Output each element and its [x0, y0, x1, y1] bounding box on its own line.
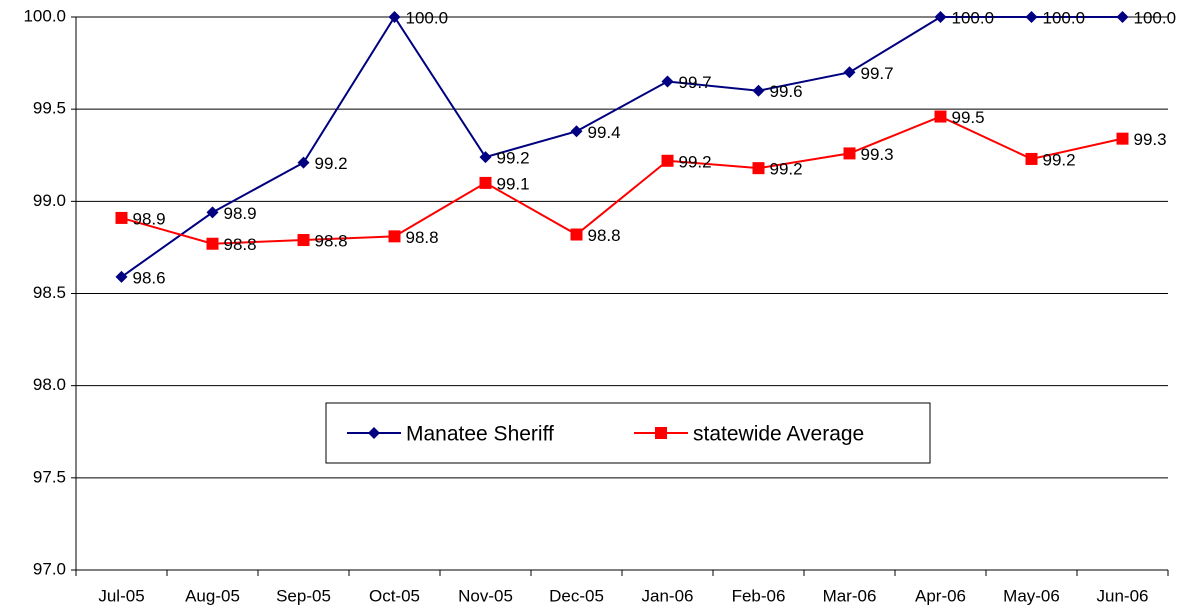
data-label: 99.3 — [861, 145, 894, 164]
data-label: 100.0 — [1134, 8, 1177, 27]
data-point — [661, 75, 674, 88]
data-label: 98.8 — [588, 226, 621, 245]
data-label: 99.6 — [770, 82, 803, 101]
data-label: 98.8 — [406, 228, 439, 247]
data-label: 98.6 — [133, 268, 166, 287]
y-tick-label: 98.5 — [33, 283, 66, 302]
data-label: 98.8 — [315, 232, 348, 251]
data-point — [661, 154, 674, 167]
y-tick-label: 99.5 — [33, 99, 66, 118]
x-tick-label: May-06 — [1003, 586, 1060, 605]
data-point — [297, 234, 310, 247]
x-tick-label: Aug-05 — [185, 586, 240, 605]
y-tick-label: 100.0 — [23, 6, 66, 25]
data-label: 99.2 — [679, 152, 712, 171]
data-point — [297, 156, 310, 169]
data-point — [479, 176, 492, 189]
data-label: 98.9 — [133, 209, 166, 228]
y-tick-label: 98.0 — [33, 375, 66, 394]
data-point — [479, 151, 492, 164]
data-point — [570, 125, 583, 138]
series-line — [120, 15, 1123, 278]
legend-marker — [655, 427, 667, 439]
x-tick-label: Apr-06 — [915, 586, 966, 605]
data-label: 100.0 — [1043, 8, 1086, 27]
data-point — [752, 84, 765, 97]
data-point — [206, 206, 219, 219]
data-label: 99.2 — [770, 160, 803, 179]
data-point — [115, 270, 128, 283]
data-label: 98.8 — [224, 235, 257, 254]
x-tick-label: Feb-06 — [732, 586, 786, 605]
legend-box — [325, 402, 931, 464]
y-tick-label: 97.5 — [33, 467, 66, 486]
x-tick-label: Jan-06 — [642, 586, 694, 605]
series-line — [121, 115, 1123, 245]
x-tick-label: Nov-05 — [458, 586, 513, 605]
y-tick-label: 99.0 — [33, 191, 66, 210]
data-label: 99.7 — [679, 73, 712, 92]
legend-marker — [368, 427, 380, 439]
data-label: 100.0 — [406, 8, 449, 27]
x-tick-label: Oct-05 — [369, 586, 420, 605]
data-point — [1116, 132, 1129, 145]
x-tick-label: Mar-06 — [823, 586, 877, 605]
data-point — [115, 211, 128, 224]
data-label: 100.0 — [952, 8, 995, 27]
data-point — [843, 66, 856, 79]
data-point — [388, 11, 401, 23]
x-tick-label: Jul-05 — [98, 586, 144, 605]
legend-label: Manatee Sheriff — [406, 423, 554, 446]
data-point — [570, 228, 583, 241]
x-tick-label: Jun-06 — [1097, 586, 1149, 605]
data-point — [934, 11, 947, 23]
data-label: 99.4 — [588, 123, 621, 142]
data-point — [1025, 152, 1038, 165]
data-label: 99.2 — [1043, 150, 1076, 169]
data-point — [843, 147, 856, 160]
data-label: 99.5 — [952, 108, 985, 127]
data-label: 99.3 — [1134, 130, 1167, 149]
data-point — [752, 162, 765, 175]
y-tick-label: 97.0 — [33, 559, 66, 578]
data-label: 99.2 — [315, 154, 348, 173]
data-point — [1025, 11, 1038, 23]
data-label: 99.7 — [861, 64, 894, 83]
x-tick-label: Sep-05 — [276, 586, 331, 605]
data-point — [206, 237, 219, 250]
data-point — [1116, 11, 1129, 23]
x-tick-label: Dec-05 — [549, 586, 604, 605]
legend-label: statewide Average — [693, 423, 864, 446]
data-point — [934, 110, 947, 123]
data-point — [388, 230, 401, 243]
data-label: 98.9 — [224, 204, 257, 223]
data-label: 99.2 — [497, 149, 530, 168]
data-label: 99.1 — [497, 174, 530, 193]
